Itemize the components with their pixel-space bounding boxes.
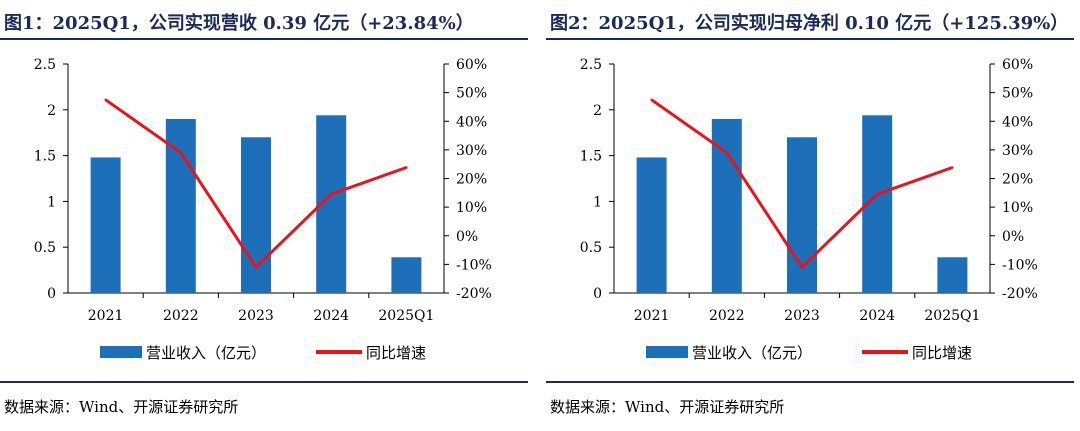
legend-bar-label: 营业收入（亿元）	[146, 344, 266, 362]
growth-rate-point	[725, 151, 728, 154]
chart-panel-net-profit: 图2：2025Q1，公司实现归母净利 0.10 亿元（+125.39%） 0 0.…	[546, 0, 1078, 431]
right-tick-label: 10%	[456, 200, 487, 216]
growth-rate-point	[179, 151, 182, 154]
x-tick-label: 2021	[634, 308, 670, 324]
left-tick-label: 1.5	[34, 149, 56, 165]
left-tick-label: 0.5	[34, 240, 56, 256]
right-tick-label: -10%	[456, 257, 492, 273]
x-tick-label: 2024	[313, 308, 349, 324]
growth-rate-point	[254, 266, 258, 269]
right-tick-label: 60%	[1002, 57, 1033, 73]
left-tick-label: 1	[593, 194, 602, 210]
x-tick-label: 2025Q1	[924, 308, 980, 324]
revenue-chart: 0 0.5 1 1.5 2 2.5 -20% -10% 0% 10% 20% 30% 40% 50% 60%…	[34, 57, 492, 362]
left-tick-label: 0	[593, 286, 602, 302]
legend-bar-swatch	[100, 346, 142, 358]
data-source-note: 数据来源：Wind、开源证券研究所	[550, 398, 785, 416]
data-source-note: 数据来源：Wind、开源证券研究所	[4, 398, 239, 416]
title-rule	[546, 38, 1074, 40]
growth-rate-point	[876, 193, 879, 196]
chart-panel-revenue: 图1：2025Q1，公司实现营收 0.39 亿元（+23.84%） 0 0.5 1 1…	[0, 0, 532, 431]
right-tick-label: 10%	[1002, 200, 1033, 216]
figure-title: 图2：2025Q1，公司实现归母净利 0.10 亿元（+125.39%）	[550, 13, 1069, 34]
right-tick-label: 0%	[456, 229, 478, 245]
net-profit-chart: 0 0.5 1 1.5 2 2.5 -20% -10% 0% 10% 20% 30% 40% 50% 60%…	[580, 57, 1038, 362]
left-tick-label: 2.5	[580, 57, 602, 73]
right-tick-label: 50%	[456, 86, 487, 102]
revenue-bar	[937, 257, 968, 293]
legend-bar-swatch	[646, 346, 688, 358]
right-tick-label: -10%	[1002, 257, 1038, 273]
right-tick-label: 30%	[456, 143, 487, 159]
left-tick-label: 0.5	[580, 240, 602, 256]
x-tick-label: 2024	[859, 308, 895, 324]
right-tick-label: -20%	[456, 286, 492, 302]
x-tick-label: 2022	[709, 308, 745, 324]
right-tick-label: 30%	[1002, 143, 1033, 159]
growth-rate-point	[951, 166, 954, 169]
left-tick-label: 1.5	[580, 149, 602, 165]
growth-rate-point	[800, 266, 804, 269]
right-tick-label: 50%	[1002, 86, 1033, 102]
left-tick-label: 0	[47, 286, 56, 302]
source-rule	[0, 381, 528, 383]
legend-line-label: 同比增速	[366, 344, 426, 362]
growth-rate-point	[104, 98, 107, 101]
legend-line-label: 同比增速	[912, 344, 972, 362]
x-tick-label: 2023	[238, 308, 274, 324]
x-tick-label: 2021	[88, 308, 124, 324]
revenue-bar	[787, 137, 817, 293]
right-tick-label: -20%	[1002, 286, 1038, 302]
right-tick-label: 20%	[1002, 172, 1033, 188]
growth-rate-point	[650, 98, 653, 101]
figure-title: 图1：2025Q1，公司实现营收 0.39 亿元（+23.84%）	[4, 13, 474, 34]
source-rule	[546, 381, 1074, 383]
right-tick-label: 20%	[456, 172, 487, 188]
revenue-bar	[391, 257, 422, 293]
left-tick-label: 2	[47, 103, 56, 119]
revenue-bar	[711, 118, 742, 294]
x-tick-label: 2022	[163, 308, 199, 324]
title-rule	[0, 38, 528, 40]
growth-rate-point	[405, 166, 408, 169]
left-tick-label: 2.5	[34, 57, 56, 73]
revenue-bar	[165, 118, 196, 294]
left-tick-label: 2	[593, 103, 602, 119]
growth-rate-point	[330, 193, 333, 196]
legend-bar-label: 营业收入（亿元）	[692, 344, 812, 362]
revenue-bar	[241, 137, 271, 293]
x-tick-label: 2025Q1	[378, 308, 434, 324]
right-tick-label: 40%	[1002, 114, 1033, 130]
x-tick-label: 2023	[784, 308, 820, 324]
revenue-bar	[636, 157, 667, 293]
left-tick-label: 1	[47, 194, 56, 210]
right-tick-label: 0%	[1002, 229, 1024, 245]
right-tick-label: 60%	[456, 57, 487, 73]
right-tick-label: 40%	[456, 114, 487, 130]
revenue-bar	[90, 157, 121, 293]
